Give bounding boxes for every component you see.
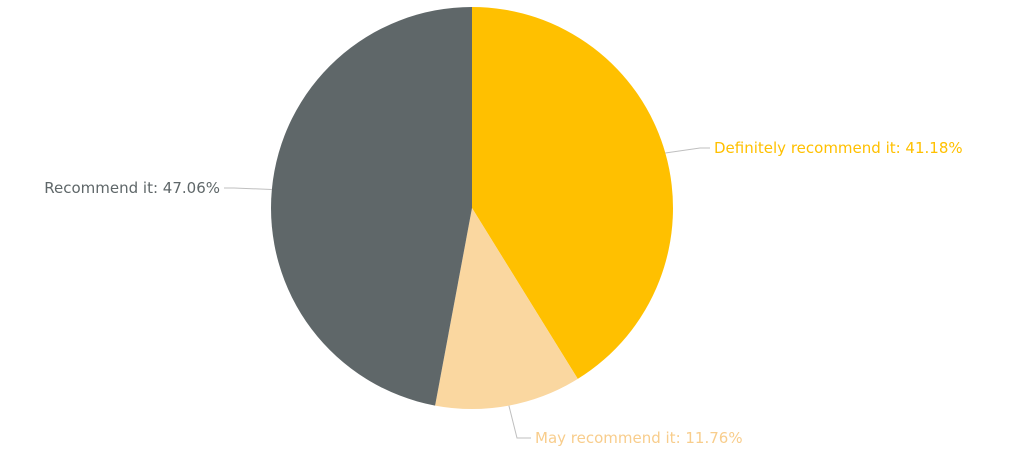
leader-line-recommend-it xyxy=(224,187,272,190)
pie-slice-recommend-it xyxy=(271,6,472,406)
pie-leader-lines xyxy=(224,147,710,439)
pie-data-labels: Definitely recommend it: 41.18% May recom… xyxy=(44,139,962,447)
pie-slices xyxy=(271,6,673,409)
data-label-recommend-it: Recommend it: 47.06% xyxy=(44,179,220,197)
leader-line-may-recommend-it xyxy=(508,405,531,439)
pie-slice-definitely-recommend-it xyxy=(472,7,673,379)
leader-line-definitely-recommend-it xyxy=(665,147,710,154)
data-label-may-recommend-it: May recommend it: 11.76% xyxy=(535,429,743,447)
pie-slice-may-recommend-it xyxy=(435,208,578,409)
data-label-definitely-recommend-it: Definitely recommend it: 41.18% xyxy=(714,139,963,157)
